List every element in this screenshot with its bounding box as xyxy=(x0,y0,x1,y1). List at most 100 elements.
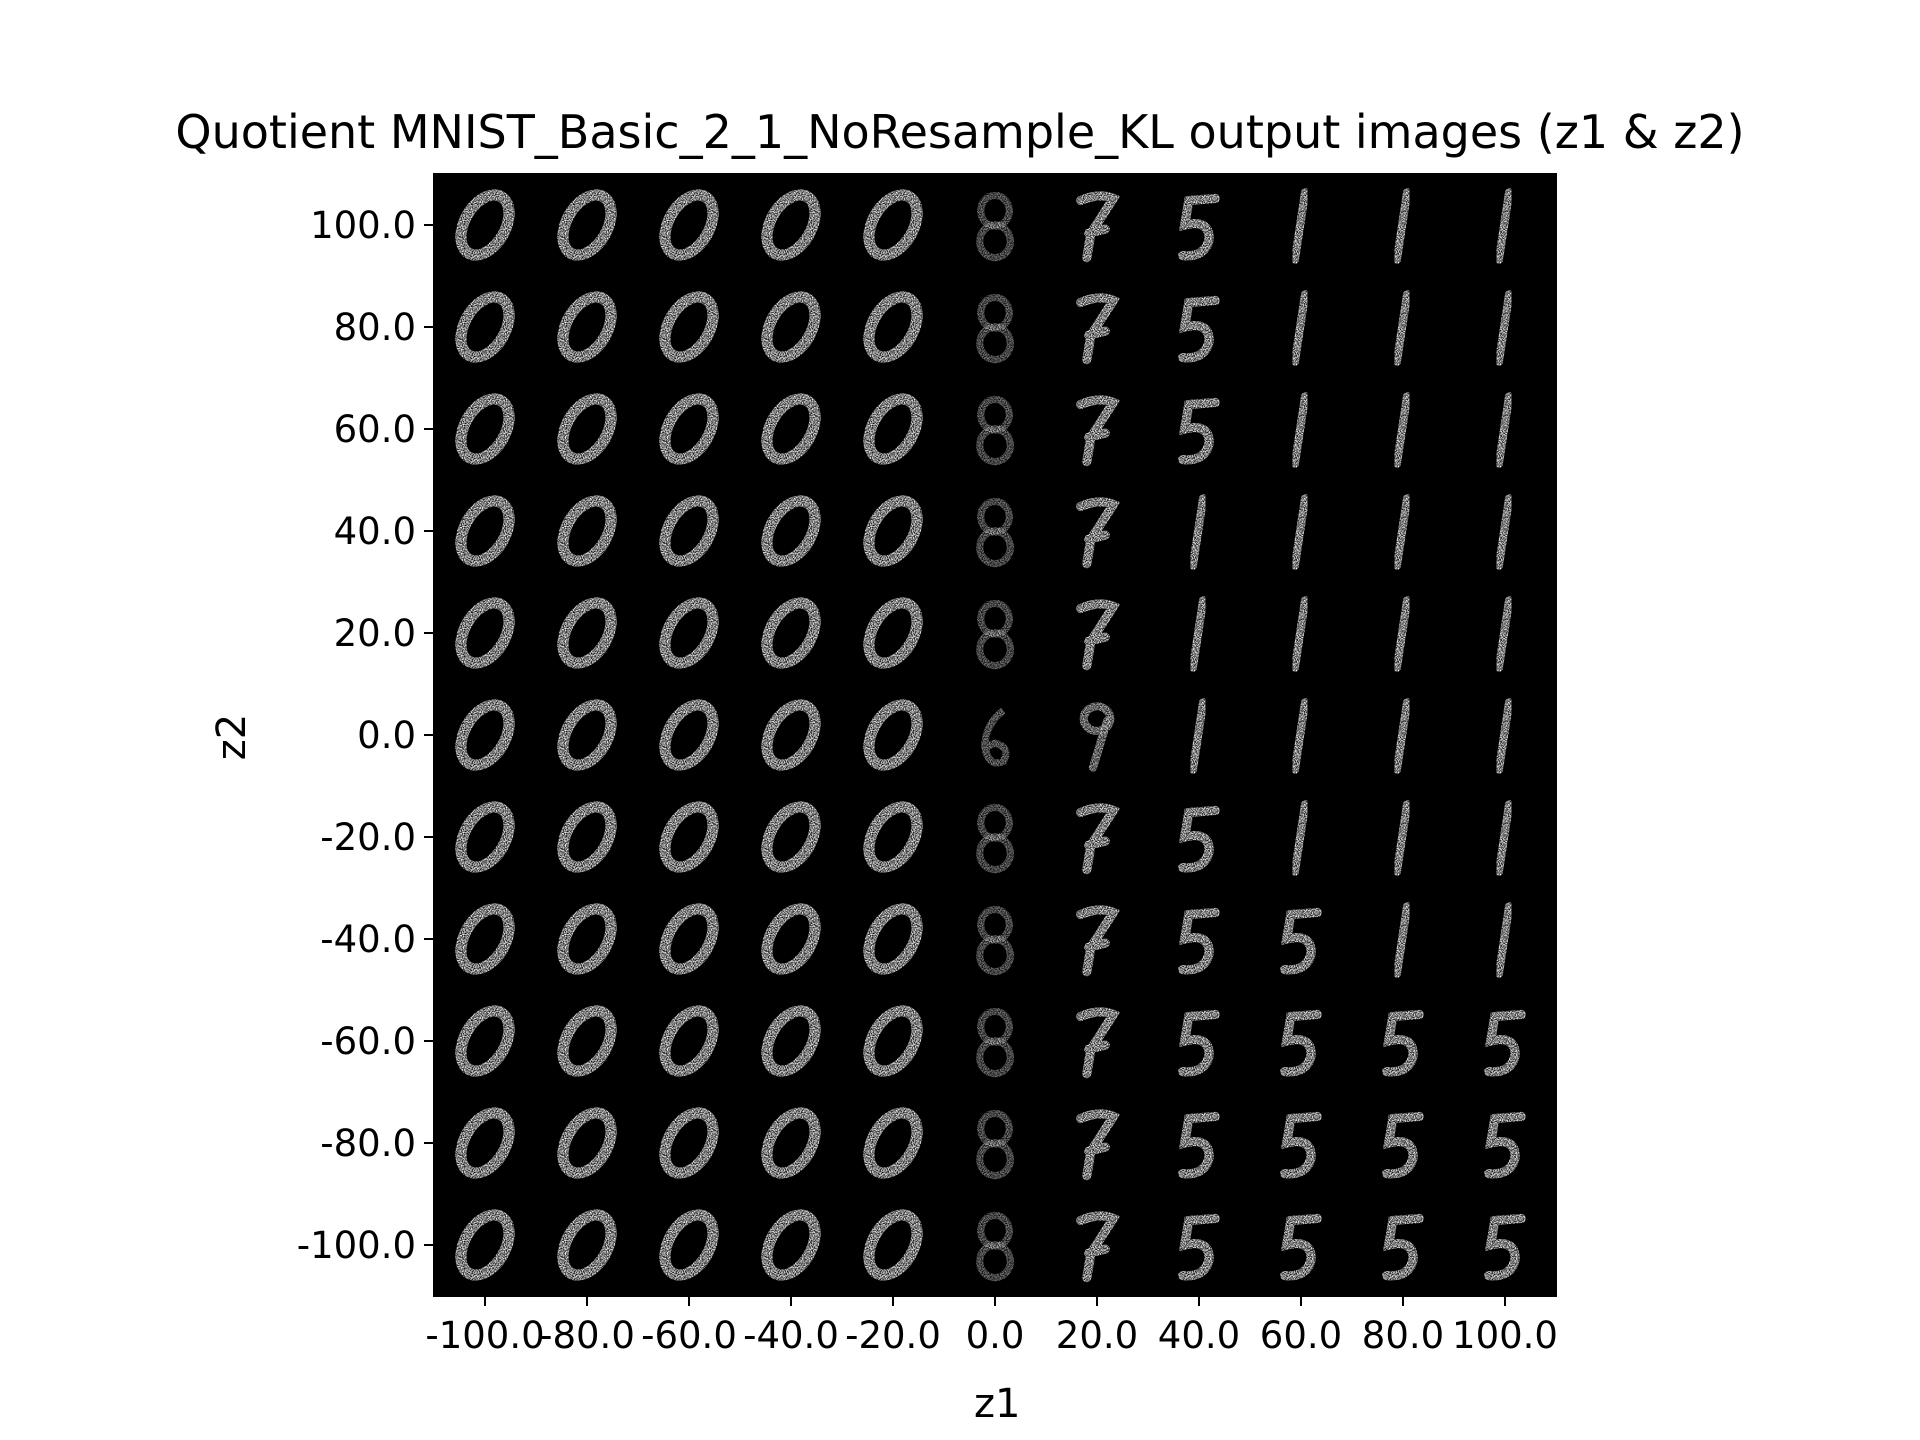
digit-image-cell xyxy=(1290,188,1310,264)
digit-image-cell xyxy=(1076,497,1121,569)
digit-image-cell xyxy=(1280,907,1322,975)
digit-image-cell xyxy=(659,699,719,771)
digit-image-cell xyxy=(761,1209,821,1281)
y-tick-label: 0.0 xyxy=(357,714,416,757)
digit-image-cell xyxy=(1392,800,1412,876)
digit-image-cell xyxy=(761,393,821,465)
digit-image-cell xyxy=(659,1209,719,1281)
digit-image-cell xyxy=(557,1209,617,1281)
digit-image-cell xyxy=(1076,1109,1121,1181)
y-tick-label: 100.0 xyxy=(310,204,416,247)
x-axis-ticks: -100.0-80.0 -60.0 -40.0 -20.0 0.0 20.0 40.0 60.… xyxy=(425,1296,1558,1357)
digit-image-cell xyxy=(1494,392,1514,468)
digit-image-cell xyxy=(1494,596,1514,672)
x-tick-label: 100.0 xyxy=(1452,1314,1558,1357)
digit-image-cell xyxy=(1494,290,1514,366)
digit-image-cell xyxy=(1188,698,1208,774)
digit-image-cell xyxy=(1290,698,1310,774)
digit-image-cell xyxy=(863,1107,923,1179)
digit-image-cell xyxy=(455,1209,515,1281)
digit-image-cell xyxy=(761,189,821,261)
digit-image-cell xyxy=(1382,1213,1424,1281)
y-axis-label: z2 xyxy=(209,713,255,761)
digit-image-cell xyxy=(863,699,923,771)
digit-image-cell xyxy=(455,597,515,669)
digit-image-cell xyxy=(761,1005,821,1077)
digit-image-cell xyxy=(863,189,923,261)
digit-image-cell xyxy=(976,293,1014,364)
digit-image-cell xyxy=(761,699,821,771)
digit-image-cell xyxy=(976,599,1014,670)
digit-image-cell xyxy=(976,395,1014,466)
digit-image-cell xyxy=(557,291,617,363)
y-tick-label: -20.0 xyxy=(320,816,416,859)
digit-image-cell xyxy=(1076,599,1121,671)
digit-image-cell xyxy=(863,1209,923,1281)
digit-image-cell xyxy=(1076,905,1121,977)
digit-image-cell xyxy=(1392,188,1412,264)
digit-image-cell xyxy=(863,291,923,363)
x-tick-label: -60.0 xyxy=(641,1314,737,1357)
digit-image-cell xyxy=(1392,392,1412,468)
digit-image-cell xyxy=(976,905,1014,976)
digit-image-cell xyxy=(1392,698,1412,774)
digit-image-cell xyxy=(976,803,1014,874)
digit-image-cell xyxy=(455,1005,515,1077)
x-tick-label: 20.0 xyxy=(1056,1314,1138,1357)
digit-image-cell xyxy=(1188,494,1208,570)
digit-image-cell xyxy=(659,291,719,363)
digit-image-cell xyxy=(557,801,617,873)
digit-image-cell xyxy=(1392,290,1412,366)
digit-image-cell xyxy=(761,903,821,975)
digit-image-cell xyxy=(1290,596,1310,672)
digit-image-cell xyxy=(1178,295,1220,363)
digit-image-cell xyxy=(1178,1111,1220,1179)
digit-image-cell xyxy=(1494,800,1514,876)
x-tick-label: -40.0 xyxy=(743,1314,839,1357)
digit-image-cell xyxy=(557,1107,617,1179)
digit-image-cell xyxy=(1188,596,1208,672)
digit-image-cell xyxy=(1494,902,1514,978)
y-tick-label: -100.0 xyxy=(297,1224,416,1267)
digit-image-cell xyxy=(1392,902,1412,978)
y-tick-label: 40.0 xyxy=(334,510,416,553)
x-tick-label: 40.0 xyxy=(1158,1314,1240,1357)
digit-image-cell xyxy=(981,707,1010,767)
digit-image-cell xyxy=(863,597,923,669)
digit-image-cell xyxy=(455,291,515,363)
digit-image-cell xyxy=(863,1005,923,1077)
digit-image-cell xyxy=(1382,1009,1424,1077)
digit-image-cell xyxy=(1494,188,1514,264)
digit-image-cell xyxy=(659,189,719,261)
y-tick-label: -80.0 xyxy=(320,1122,416,1165)
digit-image-cell xyxy=(761,597,821,669)
digit-image-cell xyxy=(557,597,617,669)
digit-image-cell xyxy=(1076,293,1121,365)
x-tick-label: 0.0 xyxy=(966,1314,1025,1357)
digit-image-cell xyxy=(1280,1213,1322,1281)
digit-cells xyxy=(455,188,1526,1283)
digit-image-cell xyxy=(1494,494,1514,570)
digit-image-cell xyxy=(1484,1213,1526,1281)
digit-image-cell xyxy=(761,291,821,363)
digit-image-cell xyxy=(1178,1213,1220,1281)
digit-image-cell xyxy=(1076,1211,1121,1283)
digit-image-cell xyxy=(1392,494,1412,570)
digit-image-cell xyxy=(1290,392,1310,468)
digit-image-cell xyxy=(1484,1111,1526,1179)
digit-image-cell xyxy=(659,495,719,567)
digit-image-cell xyxy=(1178,907,1220,975)
digit-image-cell xyxy=(557,495,617,567)
digit-image-cell xyxy=(659,1005,719,1077)
y-tick-label: -40.0 xyxy=(320,918,416,961)
digit-image-cell xyxy=(1178,805,1220,873)
digit-image-cell xyxy=(1178,193,1220,261)
digit-image-cell xyxy=(1382,1111,1424,1179)
digit-image-cell xyxy=(455,393,515,465)
digit-image-cell xyxy=(455,495,515,567)
digit-image-cell xyxy=(761,495,821,567)
y-tick-label: -60.0 xyxy=(320,1020,416,1063)
digit-image-cell xyxy=(1280,1009,1322,1077)
